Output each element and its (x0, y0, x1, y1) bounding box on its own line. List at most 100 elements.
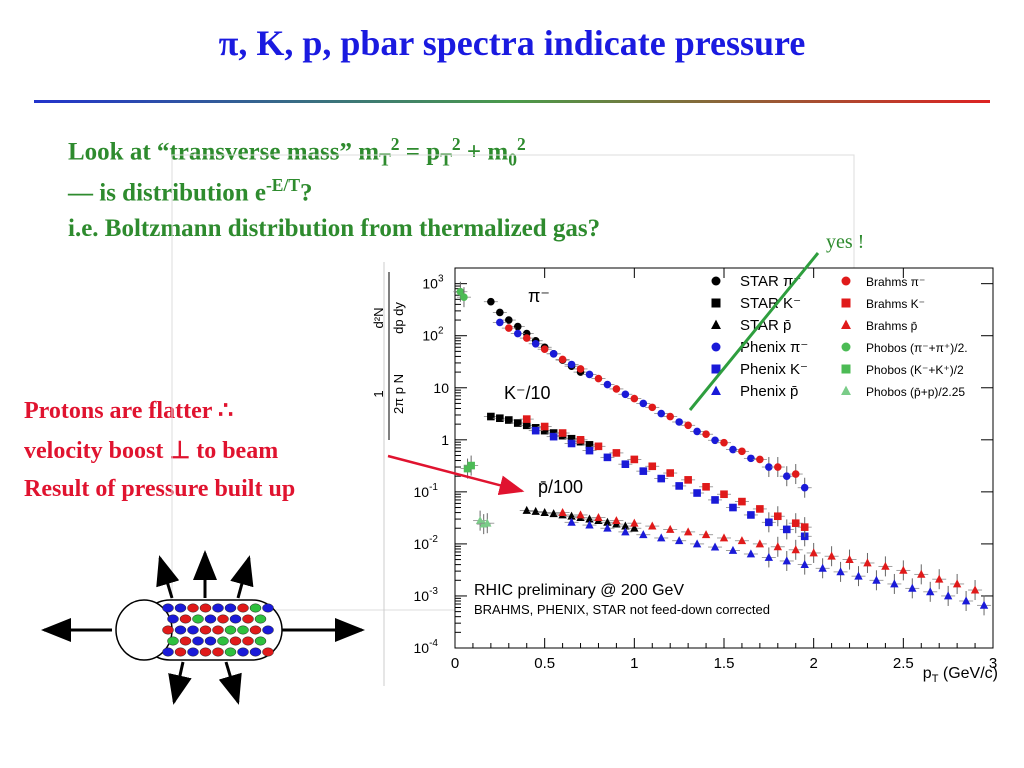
data-point (926, 587, 935, 596)
data-point (800, 560, 809, 569)
data-point (621, 390, 630, 399)
rhic-annotation: RHIC preliminary @ 200 GeV (474, 582, 684, 599)
svg-text:1: 1 (371, 390, 386, 397)
data-point (773, 542, 782, 551)
data-point (630, 394, 639, 403)
particle (212, 647, 224, 657)
data-point (791, 519, 800, 527)
data-point (630, 523, 639, 532)
data-point (747, 454, 755, 463)
data-point (630, 518, 639, 527)
series-Brahms K⁻ (519, 415, 812, 538)
data-point (863, 558, 872, 567)
data-point (475, 516, 485, 525)
data-point (791, 470, 800, 478)
data-point (702, 430, 710, 439)
particle (262, 647, 274, 657)
series-Phobos (π⁻+π⁺)/2. (453, 281, 471, 308)
particle (199, 625, 212, 635)
particle (192, 636, 204, 646)
y-tick-label: 10-4 (414, 638, 439, 656)
legend-marker (841, 342, 851, 352)
particle (174, 647, 187, 657)
data-point (899, 565, 908, 574)
data-point (684, 476, 692, 484)
data-point (540, 345, 549, 354)
data-point (639, 399, 648, 408)
data-point (639, 467, 648, 475)
question-line-1: Look at “transverse mass” mT2 = pT2 + m0… (68, 134, 526, 170)
data-point (881, 561, 890, 570)
data-point (621, 521, 630, 530)
data-point (719, 533, 729, 542)
data-point (612, 516, 621, 525)
particle (249, 625, 262, 635)
yes-pointer-line (688, 252, 820, 411)
particle (174, 603, 187, 613)
y-tick-label: 10 (433, 380, 449, 396)
legend-marker (841, 364, 851, 374)
legend-marker (711, 298, 721, 308)
data-point (585, 441, 594, 449)
data-point (487, 412, 495, 421)
legend-marker (711, 385, 721, 396)
data-point (540, 422, 549, 431)
data-point (585, 370, 594, 379)
data-point (809, 548, 818, 557)
data-point (585, 520, 594, 529)
particle (242, 636, 254, 646)
particle (162, 625, 174, 635)
y-tick-label: 102 (422, 326, 444, 344)
data-point (594, 374, 603, 383)
particle (262, 603, 274, 613)
data-point (603, 523, 612, 532)
series-Brahms p̄ (555, 508, 983, 601)
legend-marker (841, 385, 851, 396)
data-point (513, 329, 522, 338)
radial-arrow-up-left (156, 555, 180, 599)
particle (199, 647, 212, 657)
data-point (576, 365, 585, 373)
x-tick-label: 2.5 (893, 655, 914, 672)
data-point (765, 463, 773, 471)
data-point (549, 432, 558, 441)
x-tick-label: 0.5 (534, 655, 555, 672)
axis-ticks (454, 267, 994, 649)
particle (249, 603, 262, 613)
data-point (513, 419, 522, 427)
data-point (756, 455, 764, 464)
data-point (612, 449, 621, 457)
legend-entry: Phobos (p̄+p)/2.25 (866, 385, 965, 399)
data-point (728, 545, 738, 554)
data-point (648, 462, 657, 471)
legend-entry: Brahms π⁻ (866, 275, 925, 289)
data-point (496, 318, 504, 327)
data-point (738, 447, 746, 456)
legend-marker (711, 342, 721, 352)
data-point (576, 436, 585, 444)
data-point (549, 349, 558, 358)
proton-pointer-arrow (387, 454, 525, 495)
data-point (594, 442, 603, 451)
particle (204, 636, 217, 646)
series-Phenix K⁻ (528, 426, 812, 547)
data-point (791, 545, 800, 554)
data-point (531, 339, 540, 348)
particle (179, 614, 192, 624)
data-point (747, 511, 755, 519)
particle (167, 614, 179, 624)
data-point (505, 324, 513, 332)
data-point (970, 585, 980, 594)
data-point (827, 551, 836, 560)
particle (224, 625, 237, 635)
series-Phobos (K⁻+K⁺)/2 (460, 455, 479, 479)
legend-marker (711, 276, 721, 286)
data-point (765, 518, 773, 527)
y-tick-label: 10-3 (414, 586, 439, 604)
data-point (460, 293, 468, 301)
data-point (872, 575, 881, 584)
slide-title: π, K, p, pbar spectra indicate pressure (218, 23, 806, 63)
fireball-particles (162, 603, 274, 657)
data-point (720, 490, 728, 499)
yes-annotation: yes ! (826, 231, 865, 253)
